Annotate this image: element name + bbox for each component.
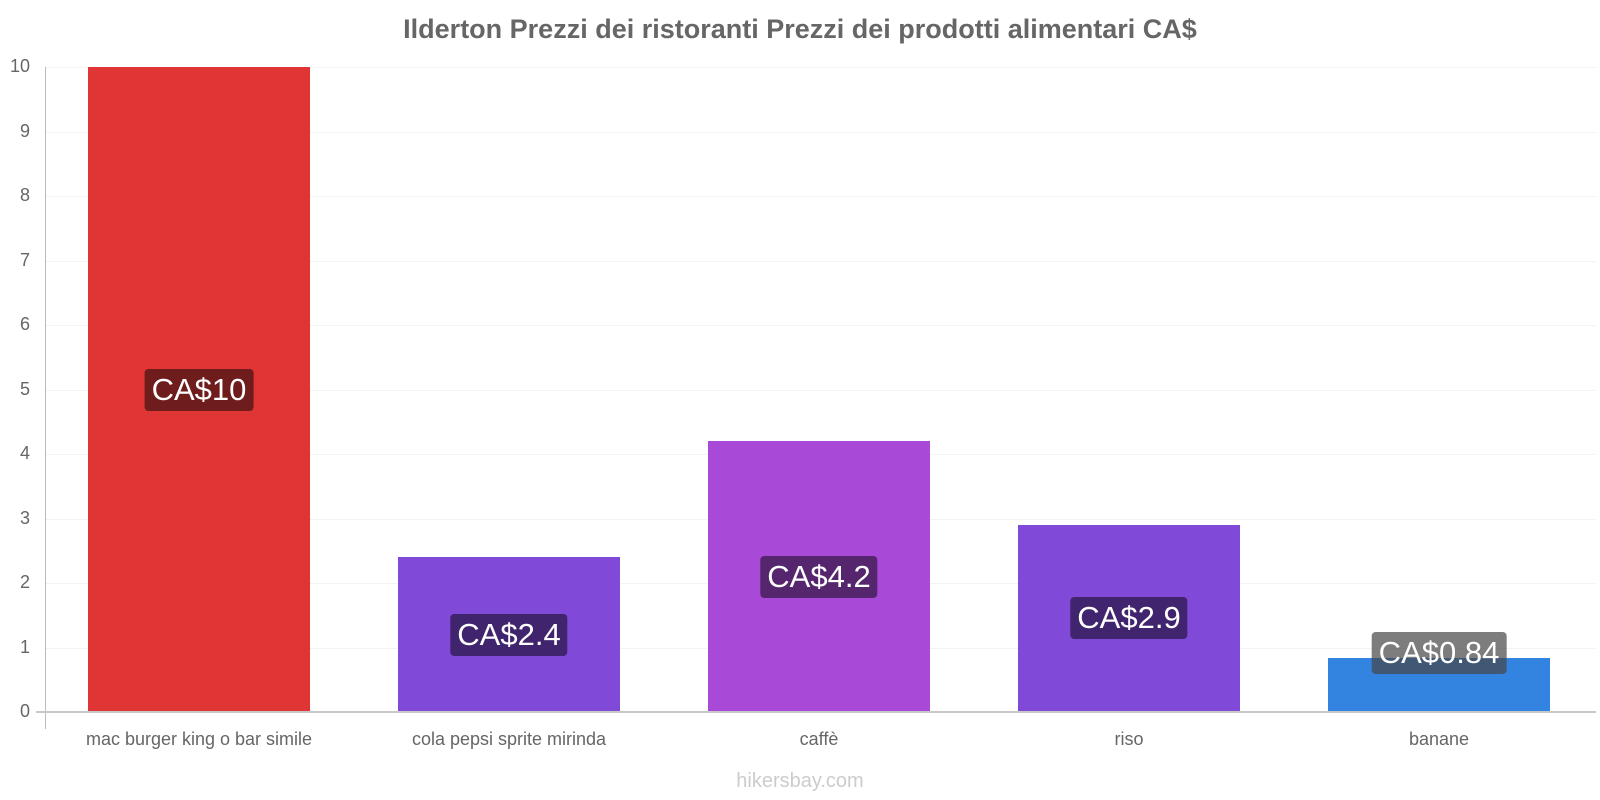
- y-tick-label: 6: [19, 314, 30, 334]
- y-tick-label: 3: [19, 507, 30, 528]
- watermark: hikersbay.com: [736, 770, 864, 792]
- x-tick-label: cola pepsi sprite mirinda: [411, 729, 607, 749]
- gridline: [46, 389, 1596, 391]
- bar-value-label: CA$2.4: [450, 613, 568, 656]
- x-tick-label: caffè: [799, 729, 839, 749]
- y-tick-label: 8: [19, 185, 30, 205]
- y-axis-line: [45, 67, 46, 729]
- gridline: [46, 196, 1596, 197]
- bar-value-label: CA$10: [144, 368, 254, 411]
- y-tick-label: 10: [9, 56, 30, 76]
- gridline: [46, 325, 1596, 326]
- y-tick-label: 7: [19, 249, 30, 270]
- bar-value-label: CA$4.2: [760, 555, 878, 598]
- y-tick-label: 2: [19, 572, 30, 592]
- x-tick-label: riso: [1114, 729, 1144, 749]
- x-axis-line: [36, 711, 1596, 713]
- gridline: [46, 260, 1596, 262]
- y-tick-label: 1: [19, 636, 30, 657]
- y-tick-label: 9: [19, 120, 30, 141]
- y-tick-label: 4: [19, 443, 30, 463]
- chart-title: Ilderton Prezzi dei ristoranti Prezzi de…: [403, 14, 1197, 44]
- gridline: [46, 131, 1596, 133]
- bar-value-label: CA$0.84: [1371, 631, 1507, 674]
- gridline: [46, 67, 1596, 68]
- y-tick-label: 5: [19, 378, 30, 399]
- x-tick-label: banane: [1408, 729, 1470, 749]
- x-tick-label: mac burger king o bar simile: [85, 729, 313, 749]
- y-tick-label: 0: [19, 701, 30, 721]
- bar-value-label: CA$2.9: [1070, 597, 1188, 640]
- plot-area: CA$10 CA$2.4 CA$4.2 CA$2.9 CA$0.84: [46, 67, 1596, 713]
